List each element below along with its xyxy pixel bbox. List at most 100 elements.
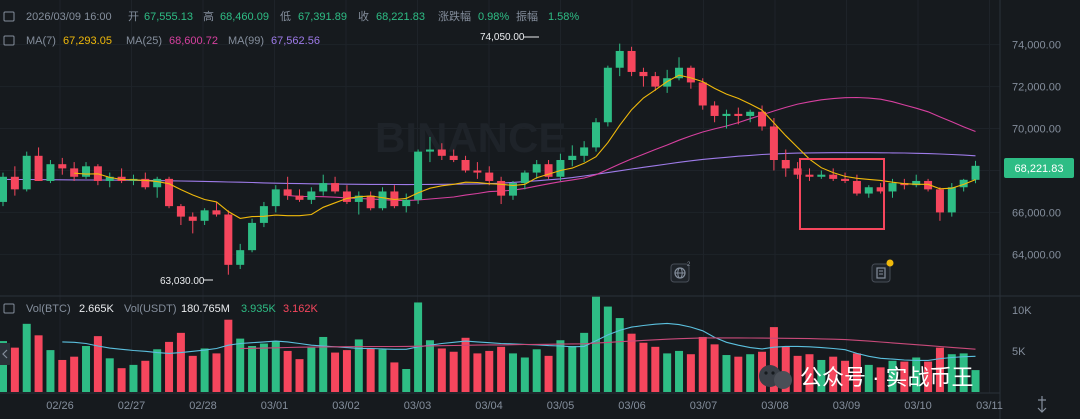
ma25-value: 68,600.72: [169, 35, 218, 47]
volume-bar: [710, 344, 719, 392]
volume-bar: [188, 355, 197, 392]
volume-bar: [734, 356, 743, 392]
volume-tick-label: 5K: [1012, 346, 1026, 358]
candle-body: [722, 113, 731, 116]
volume-bar: [295, 359, 304, 392]
candle-body: [520, 172, 529, 184]
volume-bar: [686, 354, 695, 392]
candle-body: [508, 183, 517, 196]
candle-body: [165, 178, 174, 207]
volume-bar: [971, 370, 980, 392]
candle-body: [876, 187, 885, 192]
ma-legend: MA(7) 67,293.05 MA(25) 68,600.72 MA(99) …: [3, 35, 320, 47]
footer-watermark: 公众号 · 实战币王: [759, 365, 974, 390]
candle-body: [366, 195, 375, 209]
time-axis-settings-icon[interactable]: [1037, 396, 1047, 413]
candle-body: [769, 126, 778, 160]
volume-bar: [675, 350, 684, 392]
volume-bar: [0, 341, 7, 392]
current-price-badge: 68,221.83: [1004, 158, 1074, 178]
high-annotation: 74,050.00: [480, 32, 539, 43]
time-tick-label: 03/07: [690, 400, 718, 412]
svg-text:2: 2: [687, 262, 691, 268]
volume-bar: [319, 336, 328, 392]
price-axis[interactable]: 74,000.0072,000.0070,000.0068,000.0066,0…: [1012, 40, 1061, 262]
candle-body: [947, 187, 956, 213]
candle-body: [568, 155, 577, 160]
candle-body: [307, 191, 316, 200]
globe-icon[interactable]: 2: [670, 262, 691, 283]
time-tick-label: 03/08: [761, 400, 789, 412]
volume-bar: [888, 360, 897, 392]
volume-bar: [354, 339, 363, 392]
candle-body: [663, 78, 672, 87]
candle-body: [342, 191, 351, 202]
volume-bar: [165, 341, 174, 392]
volume-axis[interactable]: 10K 5K: [1012, 305, 1032, 358]
price-tick-label: 66,000.00: [1012, 207, 1061, 219]
low-annotation-label: 63,030.00: [160, 276, 205, 287]
scroll-left-handle[interactable]: [0, 343, 10, 365]
collapse-icon: [3, 35, 15, 46]
candle-body: [556, 160, 565, 177]
volume-bar: [508, 353, 517, 392]
candle-body: [485, 172, 494, 181]
candle-body: [888, 183, 897, 192]
vol-ma2-value: 3.162K: [283, 303, 319, 315]
time-tick-label: 03/05: [547, 400, 575, 412]
volume-bar: [378, 349, 387, 392]
volume-bar: [651, 346, 660, 392]
candle-body: [959, 179, 968, 188]
ohlc-datetime: 2026/03/09 16:00: [26, 11, 112, 23]
volume-bar: [425, 340, 434, 392]
vol-usdt-value: 180.765M: [181, 303, 230, 315]
candle-body: [10, 176, 19, 190]
candle-body: [817, 174, 826, 177]
volume-bar: [366, 348, 375, 392]
volume-bar: [259, 343, 268, 392]
ma7-line: [74, 74, 976, 219]
volume-bar: [817, 359, 826, 392]
svg-text:Vol(BTC) 2.665K Vo: Vol(BTC) 2.665K Vol(USDT) 180.765M 3.935…: [26, 303, 319, 315]
candle-body: [153, 178, 162, 188]
volume-bar: [781, 346, 790, 392]
current-price-value: 68,221.83: [1015, 163, 1064, 175]
volume-bar: [769, 327, 778, 392]
time-axis[interactable]: 02/26 02/27 02/28 03/01 03/02 03/03 03/04 03/05…: [46, 400, 1003, 412]
candle-body: [46, 164, 55, 181]
volume-bar: [129, 364, 138, 392]
candle-body: [580, 147, 589, 156]
low-annotation: 63,030.00: [160, 276, 213, 287]
candle-body: [627, 50, 636, 72]
candle-body: [319, 183, 328, 192]
high-annotation-label: 74,050.00: [480, 32, 525, 43]
volume-bar: [959, 353, 968, 392]
ma99-value: 67,562.56: [271, 35, 320, 47]
volume-bar: [10, 347, 19, 392]
volume-bar: [639, 342, 648, 392]
candle-body: [793, 168, 802, 175]
volume-bar: [176, 332, 185, 392]
price-tick-label: 72,000.00: [1012, 82, 1061, 94]
volume-bar: [520, 357, 529, 392]
candle-body: [117, 176, 126, 181]
candle-body: [283, 189, 292, 196]
volume-tick-label: 10K: [1012, 305, 1032, 317]
volume-bar: [544, 355, 553, 392]
candle-body: [70, 168, 79, 177]
candle-body: [248, 222, 257, 251]
volume-bar: [900, 361, 909, 392]
volume-legend: Vol(BTC) 2.665K Vol(USDT) 180.765M 3.935…: [3, 303, 319, 315]
news-icon[interactable]: [871, 259, 894, 283]
time-tick-label: 03/02: [332, 400, 360, 412]
candle-body: [615, 50, 624, 68]
candle-body: [461, 160, 470, 171]
time-tick-label: 03/10: [904, 400, 932, 412]
ohlc-legend: 2026/03/09 16:00 开 67,555.13 高 68,460.09…: [3, 9, 579, 23]
candle-body: [402, 199, 411, 207]
volume-bar: [46, 350, 55, 392]
time-tick-label: 03/03: [404, 400, 432, 412]
ohlc-open: 67,555.13: [144, 11, 193, 23]
time-tick-label: 02/26: [46, 400, 74, 412]
